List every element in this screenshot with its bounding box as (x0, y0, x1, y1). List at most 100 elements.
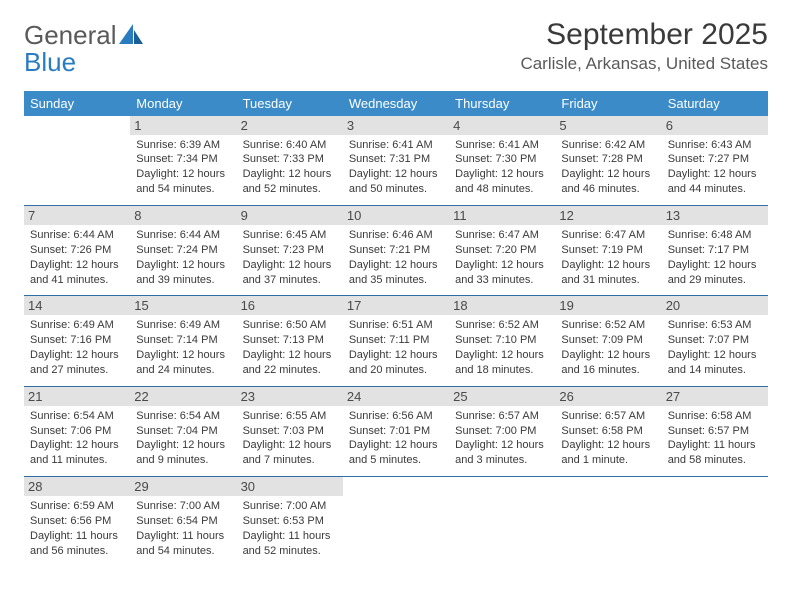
sunset-text: Sunset: 7:03 PM (243, 424, 337, 439)
daylight-text: Daylight: 12 hours and 20 minutes. (349, 348, 443, 378)
calendar-week: 7Sunrise: 6:44 AMSunset: 7:26 PMDaylight… (24, 205, 768, 295)
day-number: 15 (130, 296, 236, 315)
sunrise-text: Sunrise: 6:44 AM (136, 228, 230, 243)
sunrise-text: Sunrise: 6:58 AM (668, 409, 762, 424)
calendar-cell: 26Sunrise: 6:57 AMSunset: 6:58 PMDayligh… (555, 386, 661, 476)
sunset-text: Sunset: 7:33 PM (243, 152, 337, 167)
calendar-cell: 12Sunrise: 6:47 AMSunset: 7:19 PMDayligh… (555, 205, 661, 295)
sunset-text: Sunset: 7:01 PM (349, 424, 443, 439)
calendar-cell: 17Sunrise: 6:51 AMSunset: 7:11 PMDayligh… (343, 296, 449, 386)
calendar-week: 28 Sunrise: 6:59 AMSunset: 6:56 PMDayligh… (24, 477, 768, 567)
daylight-text: Daylight: 12 hours and 31 minutes. (561, 258, 655, 288)
day-info: Sunrise: 7:00 AMSunset: 6:54 PMDaylight:… (136, 499, 230, 558)
daylight-text: Daylight: 12 hours and 24 minutes. (136, 348, 230, 378)
calendar-week: 21Sunrise: 6:54 AMSunset: 7:06 PMDayligh… (24, 386, 768, 476)
daylight-text: Daylight: 11 hours and 54 minutes. (136, 529, 230, 559)
sunrise-text: Sunrise: 6:54 AM (136, 409, 230, 424)
calendar-cell (449, 477, 555, 567)
daylight-text: Daylight: 12 hours and 46 minutes. (561, 167, 655, 197)
sunset-text: Sunset: 7:11 PM (349, 333, 443, 348)
day-number: 3 (343, 116, 449, 135)
day-info: Sunrise: 6:55 AMSunset: 7:03 PMDaylight:… (243, 409, 337, 468)
sunrise-text: Sunrise: 6:54 AM (30, 409, 124, 424)
day-number: 23 (237, 387, 343, 406)
calendar-cell: 29Sunrise: 7:00 AMSunset: 6:54 PMDayligh… (130, 477, 236, 567)
daylight-text: Daylight: 11 hours and 52 minutes. (243, 529, 337, 559)
calendar-cell: 18Sunrise: 6:52 AMSunset: 7:10 PMDayligh… (449, 296, 555, 386)
sunrise-text: Sunrise: 6:52 AM (561, 318, 655, 333)
calendar-cell: 11Sunrise: 6:47 AMSunset: 7:20 PMDayligh… (449, 205, 555, 295)
sunrise-text: Sunrise: 7:00 AM (243, 499, 337, 514)
logo-line2: Blue (24, 47, 76, 77)
daylight-text: Daylight: 12 hours and 41 minutes. (30, 258, 124, 288)
logo-line1: General (24, 20, 117, 50)
sunrise-text: Sunrise: 6:51 AM (349, 318, 443, 333)
daylight-text: Daylight: 12 hours and 14 minutes. (668, 348, 762, 378)
day-info: Sunrise: 6:56 AMSunset: 7:01 PMDaylight:… (349, 409, 443, 468)
daylight-text: Daylight: 12 hours and 16 minutes. (561, 348, 655, 378)
calendar-cell: 13Sunrise: 6:48 AMSunset: 7:17 PMDayligh… (662, 205, 768, 295)
col-monday: Monday (130, 91, 236, 116)
sunrise-text: Sunrise: 6:46 AM (349, 228, 443, 243)
calendar-cell: 20Sunrise: 6:53 AMSunset: 7:07 PMDayligh… (662, 296, 768, 386)
sunrise-text: Sunrise: 6:45 AM (243, 228, 337, 243)
calendar-cell: 24 Sunrise: 6:56 AMSunset: 7:01 PMDayligh… (343, 386, 449, 476)
day-info: Sunrise: 6:59 AMSunset: 6:56 PMDaylight:… (30, 499, 124, 558)
day-number: 19 (555, 296, 661, 315)
sunset-text: Sunset: 7:30 PM (455, 152, 549, 167)
day-number: 4 (449, 116, 555, 135)
sunrise-text: Sunrise: 6:44 AM (30, 228, 124, 243)
daylight-text: Daylight: 12 hours and 35 minutes. (349, 258, 443, 288)
daylight-text: Daylight: 12 hours and 1 minute. (561, 438, 655, 468)
daylight-text: Daylight: 11 hours and 58 minutes. (668, 438, 762, 468)
day-number: 30 (237, 477, 343, 496)
day-number: 24 (343, 387, 449, 406)
day-info: Sunrise: 6:54 AMSunset: 7:06 PMDaylight:… (30, 409, 124, 468)
day-number: 1 (130, 116, 236, 135)
title-block: September 2025 Carlisle, Arkansas, Unite… (520, 18, 768, 74)
calendar-week: 1Sunrise: 6:39 AMSunset: 7:34 PMDaylight… (24, 116, 768, 206)
day-info: Sunrise: 6:42 AMSunset: 7:28 PMDaylight:… (561, 138, 655, 197)
col-tuesday: Tuesday (237, 91, 343, 116)
sunset-text: Sunset: 7:00 PM (455, 424, 549, 439)
sunset-text: Sunset: 7:24 PM (136, 243, 230, 258)
day-info: Sunrise: 6:52 AMSunset: 7:09 PMDaylight:… (561, 318, 655, 377)
calendar-cell: 4Sunrise: 6:41 AMSunset: 7:30 PMDaylight… (449, 116, 555, 206)
sunrise-text: Sunrise: 6:53 AM (668, 318, 762, 333)
calendar-cell: 22Sunrise: 6:54 AMSunset: 7:04 PMDayligh… (130, 386, 236, 476)
sunrise-text: Sunrise: 6:57 AM (455, 409, 549, 424)
calendar-week: 14Sunrise: 6:49 AMSunset: 7:16 PMDayligh… (24, 296, 768, 386)
daylight-text: Daylight: 12 hours and 39 minutes. (136, 258, 230, 288)
sunrise-text: Sunrise: 6:43 AM (668, 138, 762, 153)
calendar-cell: 8 Sunrise: 6:44 AMSunset: 7:24 PMDaylight… (130, 205, 236, 295)
day-number: 8 (130, 206, 236, 225)
day-info: Sunrise: 6:54 AMSunset: 7:04 PMDaylight:… (136, 409, 230, 468)
calendar-cell: 1Sunrise: 6:39 AMSunset: 7:34 PMDaylight… (130, 116, 236, 206)
col-saturday: Saturday (662, 91, 768, 116)
calendar-cell: 15Sunrise: 6:49 AMSunset: 7:14 PMDayligh… (130, 296, 236, 386)
col-wednesday: Wednesday (343, 91, 449, 116)
calendar-cell: 30Sunrise: 7:00 AMSunset: 6:53 PMDayligh… (237, 477, 343, 567)
day-number: 28 (24, 477, 130, 496)
sunset-text: Sunset: 7:09 PM (561, 333, 655, 348)
day-number: 2 (237, 116, 343, 135)
page-header: General Blue September 2025 Carlisle, Ar… (24, 18, 768, 77)
sunrise-text: Sunrise: 6:49 AM (30, 318, 124, 333)
sunrise-text: Sunrise: 6:48 AM (668, 228, 762, 243)
daylight-text: Daylight: 12 hours and 48 minutes. (455, 167, 549, 197)
day-info: Sunrise: 6:52 AMSunset: 7:10 PMDaylight:… (455, 318, 549, 377)
day-number: 10 (343, 206, 449, 225)
sunrise-text: Sunrise: 6:49 AM (136, 318, 230, 333)
day-info: Sunrise: 6:41 AMSunset: 7:31 PMDaylight:… (349, 138, 443, 197)
daylight-text: Daylight: 12 hours and 50 minutes. (349, 167, 443, 197)
daylight-text: Daylight: 12 hours and 54 minutes. (136, 167, 230, 197)
sunset-text: Sunset: 7:23 PM (243, 243, 337, 258)
calendar-cell: 23 Sunrise: 6:55 AMSunset: 7:03 PMDayligh… (237, 386, 343, 476)
day-header-row: Sunday Monday Tuesday Wednesday Thursday… (24, 91, 768, 116)
day-info: Sunrise: 6:50 AMSunset: 7:13 PMDaylight:… (243, 318, 337, 377)
calendar-cell: 3 Sunrise: 6:41 AMSunset: 7:31 PMDaylight… (343, 116, 449, 206)
day-number: 20 (662, 296, 768, 315)
calendar-cell: 25Sunrise: 6:57 AMSunset: 7:00 PMDayligh… (449, 386, 555, 476)
daylight-text: Daylight: 12 hours and 52 minutes. (243, 167, 337, 197)
sunset-text: Sunset: 6:58 PM (561, 424, 655, 439)
